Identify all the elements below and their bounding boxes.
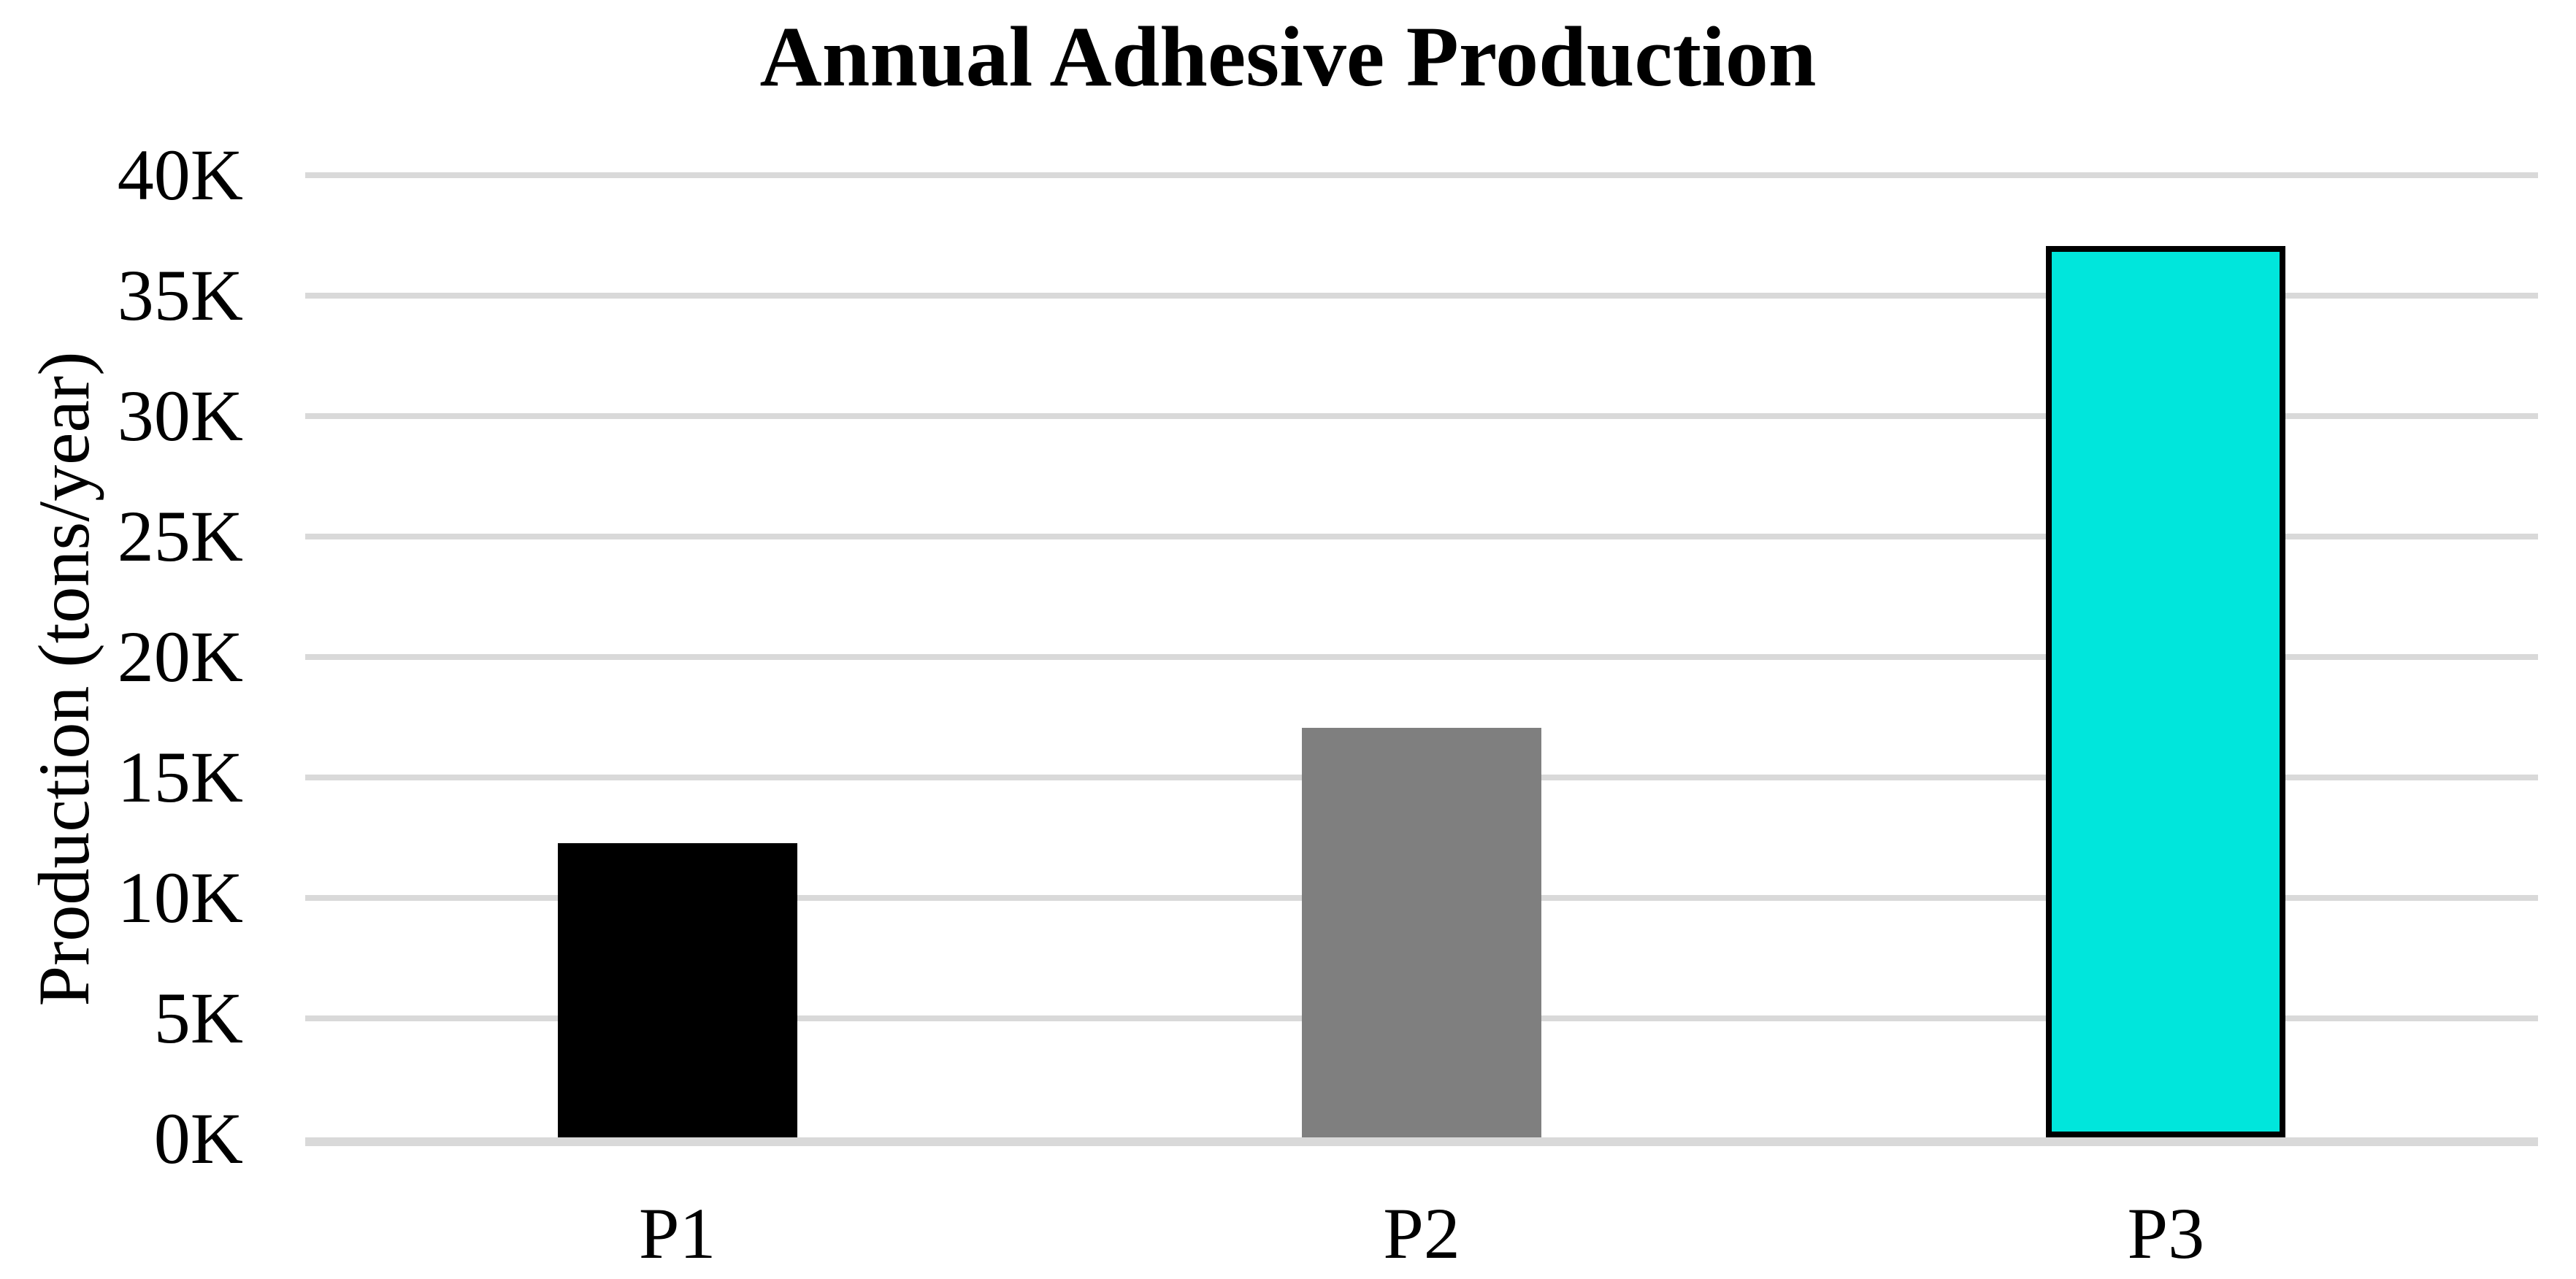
x-tick-label-p3: P3 [2127, 1193, 2205, 1274]
chart-title: Annual Adhesive Production [759, 9, 1817, 104]
y-tick-label-35k: 35K [117, 255, 243, 336]
plot-area [305, 172, 2538, 1146]
y-tick-label-5k: 5K [153, 978, 243, 1059]
y-tick-label-0k: 0K [153, 1098, 243, 1179]
bar-p1 [557, 843, 797, 1137]
y-tick-label-30k: 30K [117, 375, 243, 456]
y-tick-label-40k: 40K [117, 134, 243, 215]
gridline-20k [305, 654, 2538, 660]
bar-p2 [1302, 728, 1541, 1137]
x-tick-label-p2: P2 [1383, 1193, 1460, 1274]
y-axis-labels: 0K 5K 10K 15K 20K 25K 30K 35K 40K [0, 134, 243, 1179]
gridline-30k [305, 413, 2538, 419]
bar-p3 [2046, 246, 2286, 1137]
x-axis-line [305, 1137, 2538, 1146]
x-tick-label-p1: P1 [638, 1193, 716, 1274]
gridline-25k [305, 534, 2538, 539]
gridline-35k [305, 293, 2538, 299]
y-tick-label-10k: 10K [117, 857, 243, 938]
x-axis-labels: P1 P2 P3 [305, 1188, 2538, 1279]
y-tick-label-15k: 15K [117, 737, 243, 818]
y-tick-label-20k: 20K [117, 616, 243, 697]
gridline-40k [305, 172, 2538, 178]
y-tick-label-25k: 25K [117, 496, 243, 577]
